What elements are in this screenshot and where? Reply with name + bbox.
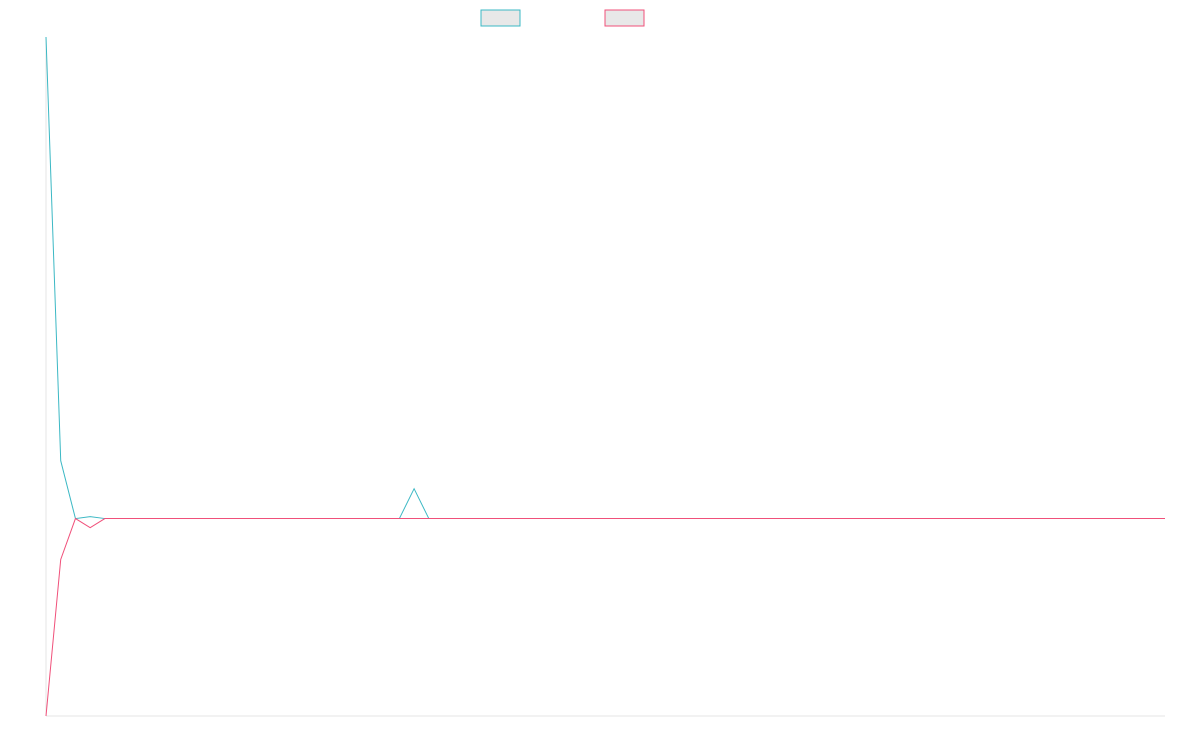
legend-swatch[interactable] xyxy=(480,9,521,27)
series-line xyxy=(45,36,1165,520)
legend-swatch[interactable] xyxy=(604,9,645,27)
series-line xyxy=(45,517,1165,717)
